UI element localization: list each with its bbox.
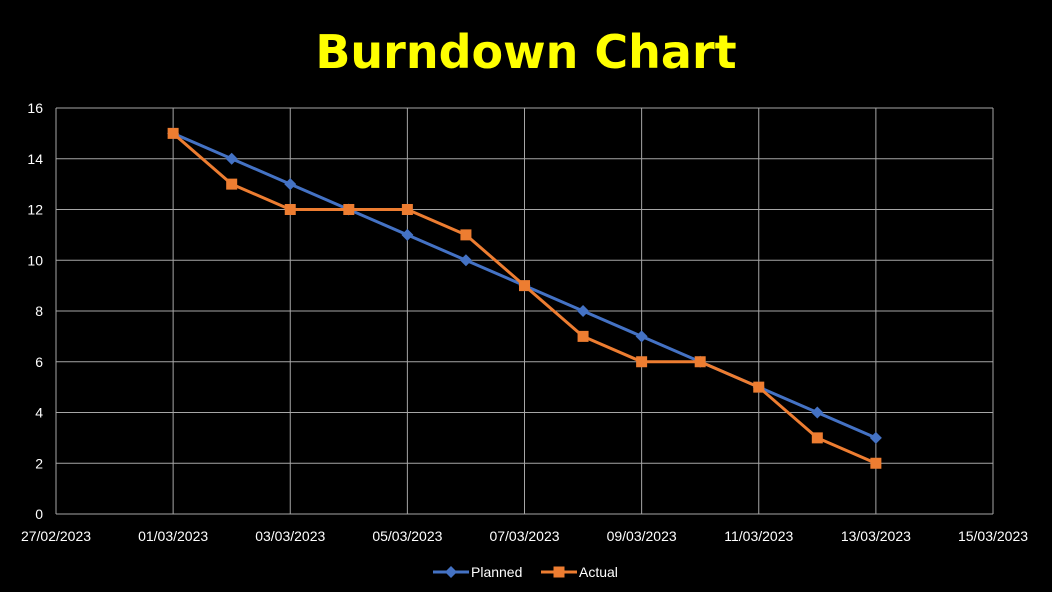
data-point-actual <box>343 204 355 215</box>
data-point-actual <box>401 204 413 215</box>
x-tick-label: 15/03/2023 <box>958 528 1028 544</box>
x-tick-label: 01/03/2023 <box>138 528 208 544</box>
legend-marker-planned <box>445 566 457 578</box>
x-tick-label: 27/02/2023 <box>21 528 91 544</box>
x-tick-label: 03/03/2023 <box>255 528 325 544</box>
data-point-planned <box>225 152 238 165</box>
x-tick-label: 13/03/2023 <box>841 528 911 544</box>
data-point-actual <box>167 127 179 139</box>
y-tick-label: 6 <box>35 354 43 370</box>
data-point-planned <box>869 431 882 444</box>
data-point-planned <box>459 254 472 267</box>
series-layer <box>167 127 882 469</box>
y-tick-label: 12 <box>27 202 43 218</box>
y-tick-label: 8 <box>35 303 43 319</box>
series-actual <box>167 127 882 469</box>
grid <box>55 107 994 515</box>
data-point-planned <box>401 228 414 241</box>
data-point-actual <box>811 432 823 444</box>
data-point-actual <box>226 178 238 190</box>
data-point-planned <box>811 406 824 419</box>
y-tick-label: 2 <box>35 455 43 471</box>
legend-label-planned: Planned <box>471 564 522 580</box>
y-tick-label: 4 <box>35 405 43 421</box>
data-point-actual <box>460 229 472 241</box>
legend-item-actual: Actual <box>541 564 618 580</box>
data-point-actual <box>870 457 882 469</box>
legend-label-actual: Actual <box>579 564 618 580</box>
axis-tick-labels: 0 2 4 6 8 10 12 14 16 27/02/2023 01/03/2023 03/03/2… <box>21 100 1028 544</box>
data-point-actual <box>284 204 296 215</box>
data-point-planned <box>577 305 590 317</box>
legend-marker-actual <box>553 566 565 578</box>
y-tick-label: 16 <box>27 100 43 116</box>
x-tick-label: 09/03/2023 <box>607 528 677 544</box>
legend: Planned Actual <box>433 564 618 580</box>
data-point-actual <box>753 381 765 393</box>
y-tick-label: 10 <box>27 252 43 268</box>
x-tick-label: 05/03/2023 <box>372 528 442 544</box>
x-tick-label: 11/03/2023 <box>724 528 793 544</box>
data-point-actual <box>577 330 589 342</box>
y-tick-label: 14 <box>27 151 43 167</box>
data-point-planned <box>635 330 648 343</box>
data-point-planned <box>284 178 297 191</box>
data-point-actual <box>636 356 648 368</box>
y-tick-label: 0 <box>35 506 43 522</box>
data-point-actual <box>694 356 706 368</box>
legend-item-planned: Planned <box>433 564 522 580</box>
chart-title: Burndown Chart <box>315 25 737 79</box>
x-tick-label: 07/03/2023 <box>489 528 559 544</box>
data-point-actual <box>519 280 530 292</box>
